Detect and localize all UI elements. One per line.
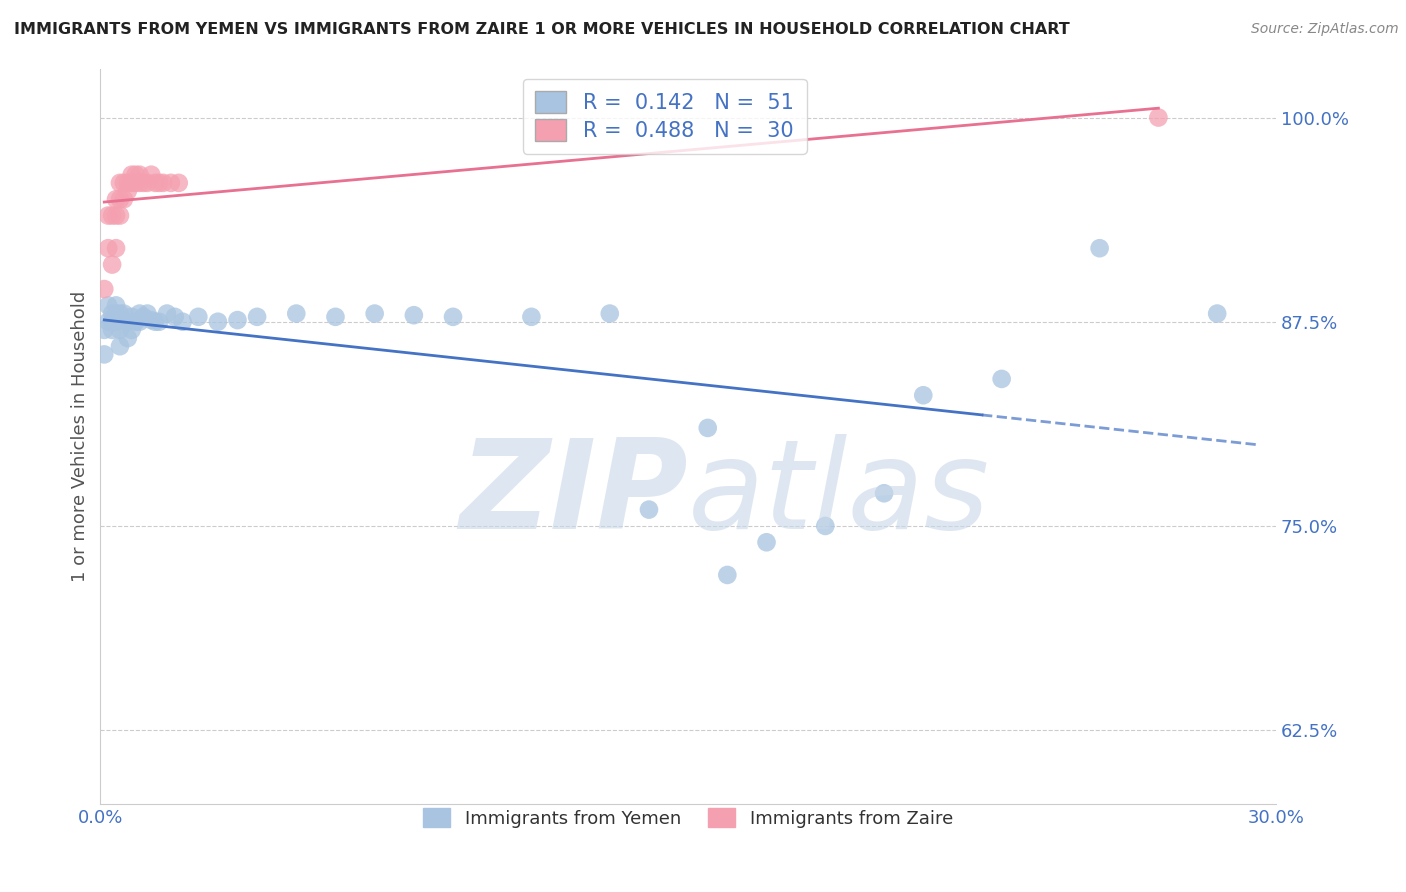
- Point: [97, 298, 120, 312]
- Point: [93, 323, 115, 337]
- Point: [128, 168, 150, 182]
- Point: [124, 315, 146, 329]
- Text: Source: ZipAtlas.com: Source: ZipAtlas.com: [1251, 22, 1399, 37]
- Point: [755, 535, 778, 549]
- Text: atlas: atlas: [688, 434, 990, 556]
- Point: [207, 315, 229, 329]
- Point: [101, 315, 124, 329]
- Point: [873, 486, 896, 500]
- Point: [117, 315, 139, 329]
- Point: [226, 313, 249, 327]
- Point: [696, 421, 718, 435]
- Text: IMMIGRANTS FROM YEMEN VS IMMIGRANTS FROM ZAIRE 1 OR MORE VEHICLES IN HOUSEHOLD C: IMMIGRANTS FROM YEMEN VS IMMIGRANTS FROM…: [14, 22, 1070, 37]
- Point: [143, 176, 166, 190]
- Point: [990, 372, 1012, 386]
- Point: [246, 310, 269, 324]
- Point: [325, 310, 347, 324]
- Point: [402, 308, 425, 322]
- Point: [121, 310, 143, 324]
- Point: [121, 176, 143, 190]
- Point: [93, 282, 115, 296]
- Point: [117, 184, 139, 198]
- Point: [441, 310, 464, 324]
- Point: [121, 323, 143, 337]
- Point: [105, 315, 128, 329]
- Point: [112, 315, 135, 329]
- Point: [112, 176, 135, 190]
- Point: [141, 168, 163, 182]
- Point: [112, 192, 135, 206]
- Point: [128, 176, 150, 190]
- Point: [599, 307, 621, 321]
- Point: [814, 519, 837, 533]
- Point: [1147, 111, 1170, 125]
- Point: [1206, 307, 1229, 321]
- Point: [128, 315, 150, 329]
- Point: [101, 323, 124, 337]
- Point: [97, 209, 120, 223]
- Point: [136, 176, 159, 190]
- Point: [148, 315, 170, 329]
- Point: [152, 176, 174, 190]
- Point: [117, 331, 139, 345]
- Point: [1088, 241, 1111, 255]
- Point: [101, 307, 124, 321]
- Point: [912, 388, 935, 402]
- Point: [167, 176, 190, 190]
- Legend: Immigrants from Yemen, Immigrants from Zaire: Immigrants from Yemen, Immigrants from Z…: [416, 801, 960, 835]
- Point: [160, 176, 183, 190]
- Point: [105, 298, 128, 312]
- Point: [128, 307, 150, 321]
- Point: [108, 176, 131, 190]
- Text: ZIP: ZIP: [460, 434, 688, 556]
- Y-axis label: 1 or more Vehicles in Household: 1 or more Vehicles in Household: [72, 291, 89, 582]
- Point: [520, 310, 543, 324]
- Point: [108, 323, 131, 337]
- Point: [105, 307, 128, 321]
- Point: [93, 347, 115, 361]
- Point: [124, 168, 146, 182]
- Point: [172, 315, 194, 329]
- Point: [132, 310, 155, 324]
- Point: [108, 339, 131, 353]
- Point: [363, 307, 385, 321]
- Point: [136, 307, 159, 321]
- Point: [101, 258, 124, 272]
- Point: [143, 315, 166, 329]
- Point: [156, 307, 179, 321]
- Point: [105, 209, 128, 223]
- Point: [716, 568, 738, 582]
- Point: [101, 209, 124, 223]
- Point: [117, 176, 139, 190]
- Point: [638, 502, 661, 516]
- Point: [141, 313, 163, 327]
- Point: [108, 209, 131, 223]
- Point: [148, 176, 170, 190]
- Point: [97, 241, 120, 255]
- Point: [108, 192, 131, 206]
- Point: [105, 241, 128, 255]
- Point: [132, 176, 155, 190]
- Point: [121, 168, 143, 182]
- Point: [108, 307, 131, 321]
- Point: [105, 192, 128, 206]
- Point: [112, 307, 135, 321]
- Point: [124, 176, 146, 190]
- Point: [285, 307, 308, 321]
- Point: [97, 315, 120, 329]
- Point: [187, 310, 209, 324]
- Point: [163, 310, 186, 324]
